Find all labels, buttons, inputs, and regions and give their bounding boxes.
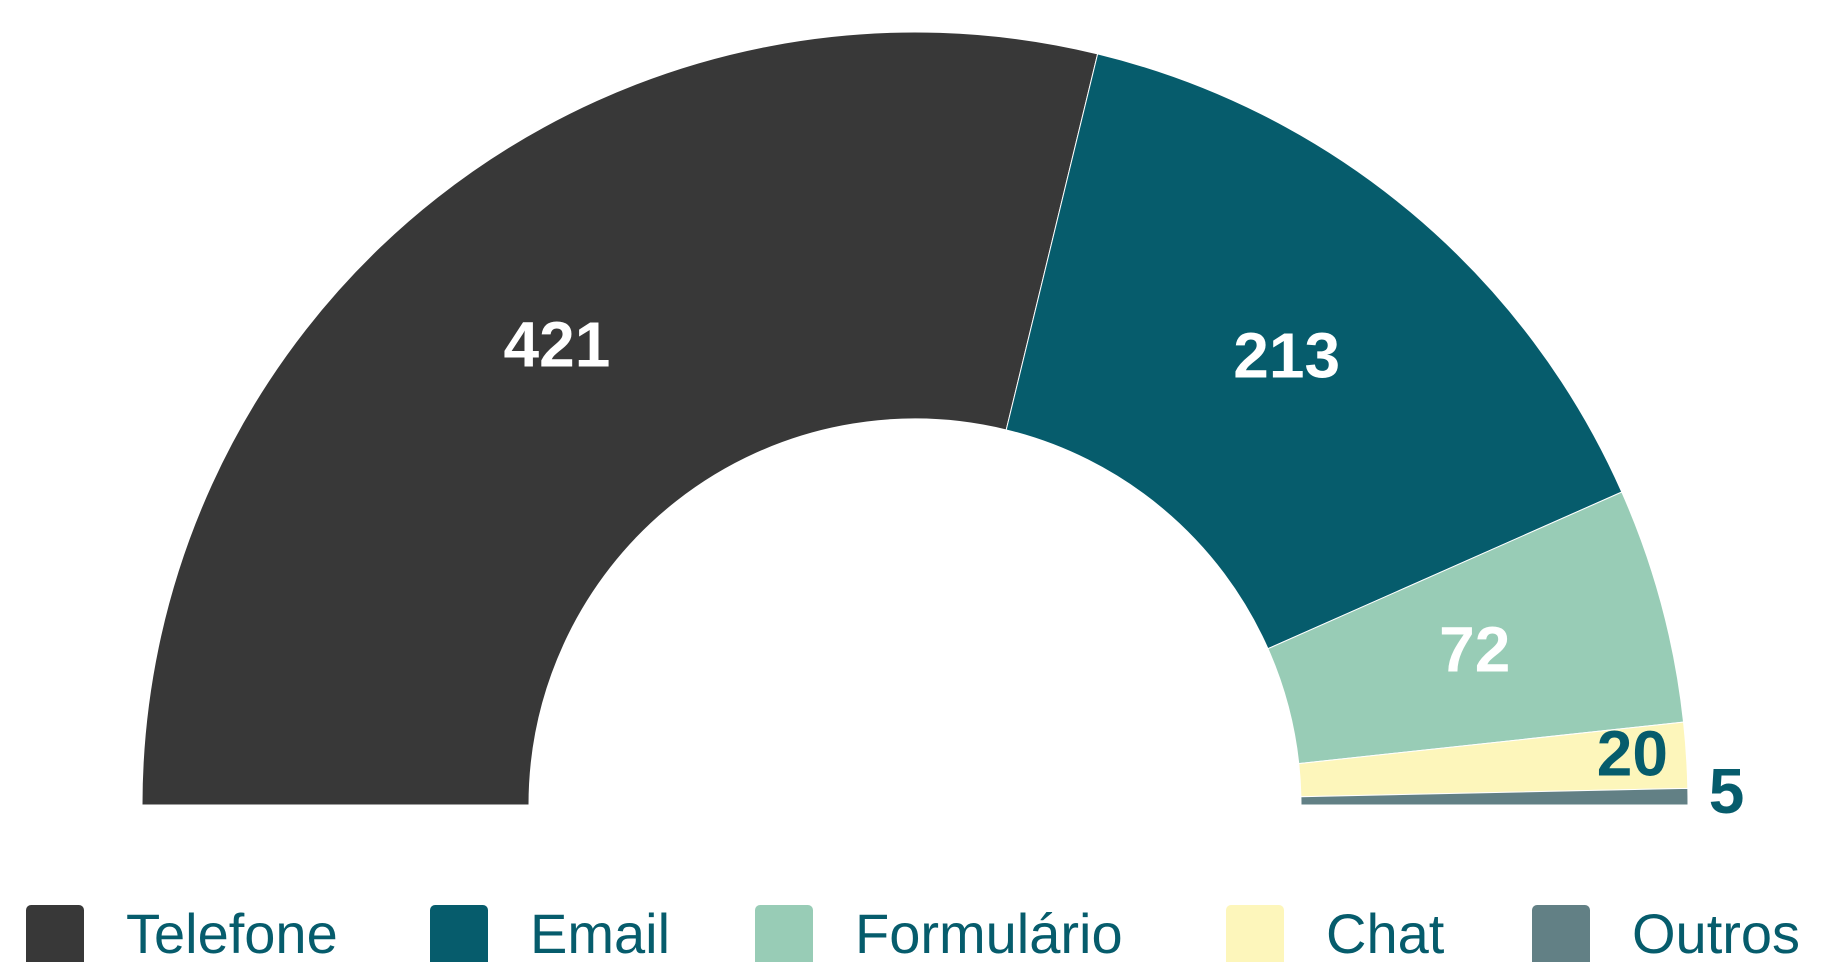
legend-swatch	[1532, 905, 1590, 962]
legend-label: Formulário	[855, 902, 1123, 962]
legend-label: Outros	[1632, 902, 1800, 962]
legend-label: Telefone	[126, 902, 338, 962]
legend-swatch	[1226, 905, 1284, 962]
legend-label: Chat	[1326, 902, 1445, 962]
slice	[1300, 787, 1689, 806]
legend-swatch	[430, 905, 488, 962]
value-label: 20	[1597, 718, 1668, 790]
legend-swatch	[755, 905, 813, 962]
legend-label: Email	[530, 902, 670, 962]
slice	[1005, 53, 1623, 650]
value-label: 5	[1709, 755, 1745, 827]
legend-swatch	[26, 905, 84, 962]
slice	[141, 31, 1099, 806]
value-label: 213	[1233, 319, 1340, 391]
value-label: 421	[504, 308, 611, 380]
value-label: 72	[1439, 614, 1510, 686]
